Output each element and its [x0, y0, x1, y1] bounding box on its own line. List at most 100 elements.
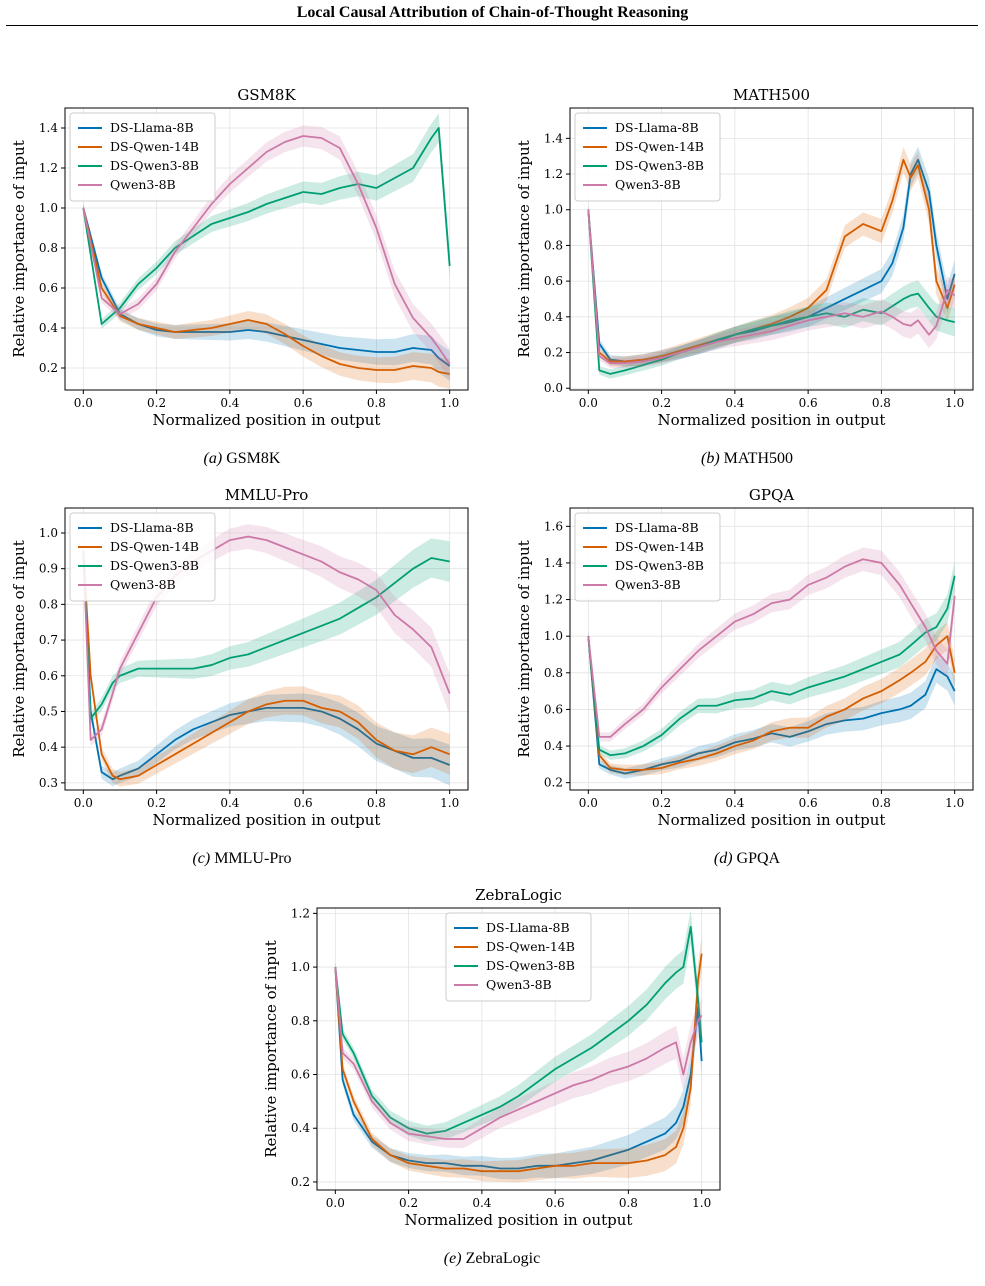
series-line-ds-qwen3-8b — [82, 127, 451, 325]
y-tick-label: 0.4 — [291, 1121, 310, 1135]
y-tick-label: 0.8 — [39, 241, 58, 255]
x-tick-label: 1.0 — [945, 396, 964, 410]
legend-label-qwen3-8b: Qwen3-8B — [110, 577, 176, 592]
y-tick-label: 1.0 — [39, 526, 58, 540]
y-tick-label: 1.2 — [39, 161, 58, 175]
caption-label: (c) — [192, 850, 211, 867]
y-tick-label: 0.2 — [544, 346, 563, 360]
x-tick-label: 1.0 — [440, 396, 459, 410]
legend-label-qwen3-8b: Qwen3-8B — [486, 977, 552, 992]
caption-text: ZebraLogic — [465, 1250, 541, 1267]
legend: DS-Llama-8B DS-Qwen-14B DS-Qwen3-8B Qwen3-8… — [574, 112, 721, 202]
legend-label-ds-llama-8b: DS-Llama-8B — [110, 520, 194, 535]
x-tick-label: 0.4 — [725, 396, 744, 410]
running-header: Local Causal Attribution of Chain-of-Tho… — [296, 4, 689, 21]
legend-label-ds-llama-8b: DS-Llama-8B — [615, 120, 699, 135]
series-line-ds-qwen-14b — [587, 158, 956, 363]
legend-label-qwen3-8b: Qwen3-8B — [615, 577, 681, 592]
legend-label-ds-qwen3-8b: DS-Qwen3-8B — [615, 158, 704, 173]
series-line-qwen3-8b — [587, 209, 956, 365]
x-tick-label: 0.8 — [367, 796, 386, 810]
band-ds-llama-8b — [83, 203, 450, 381]
series-line-ds-qwen-14b — [82, 550, 451, 781]
y-tick-label: 0.8 — [544, 666, 563, 680]
legend-label-ds-qwen3-8b: DS-Qwen3-8B — [615, 558, 704, 573]
x-tick-label: 0.0 — [74, 396, 93, 410]
x-tick-label: 0.4 — [220, 396, 239, 410]
caption-b: (b) MATH500 — [597, 450, 897, 468]
chart-gsm8k: 0.0 0.2 0.4 0.6 0.8 1.0 0.2 0.4 0.6 0.8 1.0 1.2 1.4 G… — [10, 86, 469, 429]
caption-text: GPQA — [736, 850, 781, 867]
legend-label-ds-llama-8b: DS-Llama-8B — [110, 120, 194, 135]
y-tick-label: 1.4 — [39, 121, 58, 135]
x-tick-label: 1.0 — [692, 1196, 711, 1210]
legend-label-ds-qwen-14b: DS-Qwen-14B — [110, 539, 199, 554]
x-tick-label: 0.6 — [799, 796, 818, 810]
plot-frame — [316, 907, 721, 1191]
chart-title: MMLU-Pro — [225, 486, 309, 504]
band-qwen3-8b — [588, 205, 955, 369]
x-tick-label: 0.8 — [872, 396, 891, 410]
legend: DS-Llama-8B DS-Qwen-14B DS-Qwen3-8B Qwen3-8… — [445, 912, 592, 1002]
x-tick-label: 0.4 — [220, 796, 239, 810]
y-tick-label: 0.2 — [544, 776, 563, 790]
y-tick-label: 1.4 — [544, 131, 563, 145]
band-qwen3-8b — [588, 547, 955, 742]
y-axis-label: Relative importance of input — [10, 540, 28, 757]
y-tick-label: 1.0 — [544, 629, 563, 643]
y-tick-label: 1.0 — [291, 960, 310, 974]
x-tick-label: 0.2 — [147, 796, 166, 810]
x-tick-label: 0.2 — [652, 796, 671, 810]
y-axis-label: Relative importance of input — [515, 140, 533, 357]
x-tick-label: 0.6 — [294, 796, 313, 810]
y-tick-label: 0.2 — [291, 1175, 310, 1189]
y-axis-label: Relative importance of input — [515, 540, 533, 757]
x-tick-label: 0.2 — [147, 396, 166, 410]
legend-label-qwen3-8b: Qwen3-8B — [615, 177, 681, 192]
y-tick-label: 0.8 — [291, 1014, 310, 1028]
band-ds-qwen3-8b — [588, 561, 955, 760]
legend-label-ds-qwen-14b: DS-Qwen-14B — [615, 139, 704, 154]
chart-zebralogic: 0.0 0.2 0.4 0.6 0.8 1.0 0.2 0.4 0.6 0.8 1.0 1.2 Zebr… — [262, 886, 721, 1229]
caption-text: MMLU-Pro — [214, 850, 292, 867]
legend: DS-Llama-8B DS-Qwen-14B DS-Qwen3-8B Qwen3-8… — [574, 512, 721, 602]
x-tick-label: 1.0 — [440, 796, 459, 810]
x-axis-label: Normalized position in output — [658, 411, 886, 429]
y-tick-label: 0.4 — [39, 321, 58, 335]
legend: DS-Llama-8B DS-Qwen-14B DS-Qwen3-8B Qwen3-8… — [69, 112, 216, 202]
y-tick-label: 0.5 — [39, 704, 58, 718]
x-tick-label: 0.8 — [872, 796, 891, 810]
series-line-qwen3-8b — [334, 967, 703, 1140]
legend-label-ds-qwen3-8b: DS-Qwen3-8B — [110, 158, 199, 173]
y-tick-label: 0.6 — [291, 1068, 310, 1082]
y-tick-label: 0.6 — [544, 274, 563, 288]
series-line-ds-qwen-14b — [334, 953, 703, 1173]
band-ds-llama-8b — [83, 545, 450, 787]
plot-frame — [64, 507, 469, 791]
y-tick-label: 0.2 — [39, 361, 58, 375]
band-ds-llama-8b — [588, 632, 955, 779]
y-tick-label: 1.2 — [544, 593, 563, 607]
y-tick-label: 1.4 — [544, 556, 563, 570]
chart-title: GSM8K — [237, 86, 296, 104]
x-tick-label: 0.6 — [294, 396, 313, 410]
series-line-qwen3-8b — [82, 535, 451, 741]
caption-label: (b) — [701, 450, 720, 467]
caption-label: (e) — [443, 1250, 462, 1267]
chart-gpqa: 0.0 0.2 0.4 0.6 0.8 1.0 0.2 0.4 0.6 0.8 1.0 1.2 1.4 1… — [515, 486, 974, 829]
plot-frame — [569, 507, 974, 791]
y-tick-label: 0.3 — [39, 776, 58, 790]
x-axis-label: Normalized position in output — [405, 1211, 633, 1229]
caption-label: (a) — [203, 450, 223, 467]
legend-box — [69, 112, 216, 202]
band-ds-qwen-14b — [335, 936, 702, 1183]
x-tick-label: 0.4 — [725, 796, 744, 810]
x-tick-label: 0.6 — [546, 1196, 565, 1210]
x-axis-label: Normalized position in output — [153, 811, 381, 829]
y-tick-label: 0.4 — [544, 739, 563, 753]
x-tick-label: 0.0 — [579, 396, 598, 410]
band-ds-qwen3-8b — [83, 538, 450, 725]
y-tick-label: 0.4 — [39, 740, 58, 754]
y-tick-label: 1.0 — [544, 203, 563, 217]
y-tick-label: 1.2 — [291, 906, 310, 920]
